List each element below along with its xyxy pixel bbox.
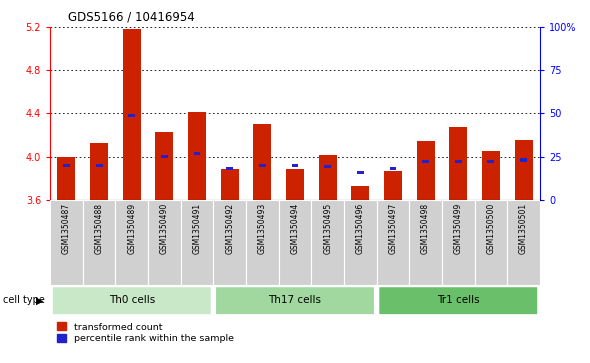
Bar: [286, 170, 304, 200]
Bar: [417, 142, 435, 200]
FancyBboxPatch shape: [378, 286, 538, 315]
Bar: [123, 29, 141, 200]
Text: GSM1350494: GSM1350494: [290, 203, 300, 254]
Bar: [455, 160, 461, 163]
Bar: [90, 143, 108, 200]
Text: GSM1350487: GSM1350487: [62, 203, 71, 254]
Bar: [57, 156, 76, 200]
Bar: [507, 200, 540, 285]
Text: Th17 cells: Th17 cells: [268, 295, 322, 305]
Text: Th0 cells: Th0 cells: [109, 295, 155, 305]
Bar: [357, 171, 363, 174]
Bar: [63, 164, 70, 167]
Bar: [221, 170, 239, 200]
Bar: [188, 113, 206, 200]
Bar: [96, 164, 103, 167]
Text: GSM1350488: GSM1350488: [94, 203, 104, 254]
Bar: [253, 124, 271, 200]
Bar: [116, 200, 148, 285]
Bar: [376, 200, 409, 285]
Bar: [194, 151, 201, 155]
Bar: [482, 151, 500, 200]
Bar: [227, 167, 233, 170]
Bar: [487, 160, 494, 163]
Bar: [291, 164, 299, 167]
Bar: [319, 155, 337, 200]
Text: GSM1350490: GSM1350490: [160, 203, 169, 254]
Bar: [312, 200, 344, 285]
Text: GSM1350498: GSM1350498: [421, 203, 430, 254]
Bar: [442, 200, 474, 285]
Text: GSM1350493: GSM1350493: [258, 203, 267, 254]
Legend: transformed count, percentile rank within the sample: transformed count, percentile rank withi…: [55, 321, 235, 345]
Bar: [389, 167, 396, 170]
Bar: [520, 158, 527, 162]
Text: GSM1350500: GSM1350500: [486, 203, 496, 254]
Text: GSM1350497: GSM1350497: [388, 203, 398, 254]
Bar: [449, 127, 467, 200]
Bar: [344, 200, 376, 285]
Text: GDS5166 / 10416954: GDS5166 / 10416954: [68, 11, 195, 24]
Text: GSM1350492: GSM1350492: [225, 203, 234, 254]
Text: GSM1350495: GSM1350495: [323, 203, 332, 254]
Text: GSM1350489: GSM1350489: [127, 203, 136, 254]
Bar: [246, 200, 278, 285]
FancyBboxPatch shape: [215, 286, 375, 315]
Text: cell type: cell type: [3, 295, 45, 305]
Bar: [474, 200, 507, 285]
Bar: [161, 155, 168, 158]
Bar: [259, 164, 266, 167]
Bar: [83, 200, 116, 285]
FancyBboxPatch shape: [52, 286, 212, 315]
Bar: [409, 200, 442, 285]
Text: ▶: ▶: [35, 295, 43, 305]
Bar: [351, 185, 369, 200]
Text: GSM1350496: GSM1350496: [356, 203, 365, 254]
Bar: [50, 200, 83, 285]
Bar: [422, 160, 429, 163]
Text: GSM1350491: GSM1350491: [192, 203, 202, 254]
Bar: [278, 200, 312, 285]
Text: GSM1350499: GSM1350499: [454, 203, 463, 254]
Text: Tr1 cells: Tr1 cells: [437, 295, 480, 305]
Bar: [155, 132, 173, 200]
Bar: [214, 200, 246, 285]
Bar: [181, 200, 214, 285]
Bar: [324, 165, 331, 168]
Text: GSM1350501: GSM1350501: [519, 203, 528, 254]
Bar: [148, 200, 181, 285]
Bar: [514, 140, 533, 200]
Bar: [129, 114, 135, 117]
Bar: [384, 171, 402, 200]
